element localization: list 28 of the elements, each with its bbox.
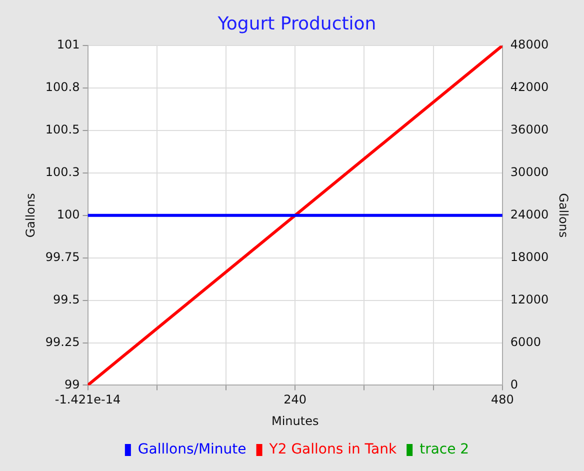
y2-tick-label: 0: [510, 377, 518, 392]
y-tick-label: 99: [64, 377, 80, 392]
y-tick-label: 100.3: [45, 165, 80, 180]
chart-title: Yogurt Production: [216, 13, 376, 34]
y-tick-label: 100.5: [45, 122, 80, 137]
x-tick-label: 240: [284, 392, 307, 407]
y2-tick-label: 30000: [510, 165, 549, 180]
legend-label: Galllons/Minute: [138, 442, 246, 458]
y-tick-label: 99.75: [45, 250, 80, 264]
y2-tick-label: 12000: [510, 292, 549, 306]
y-tick-label: 101: [56, 38, 80, 52]
y2-tick-label: 6000: [510, 334, 541, 349]
y2-tick-label: 48000: [510, 38, 549, 52]
y2-tick-label: 24000: [510, 208, 549, 222]
x-tick-label: -1.421e-14: [54, 392, 121, 407]
x-axis-title: Minutes: [271, 414, 319, 428]
y2-tick-label: 36000: [510, 122, 549, 137]
y-tick-label: 99.5: [53, 292, 80, 306]
x-tick-label: 480: [490, 392, 514, 407]
y-tick-label: 100.8: [45, 80, 80, 94]
y2-axis-title: Gallons: [556, 193, 571, 238]
legend-label: trace 2: [420, 442, 470, 458]
y-tick-label: 99.25: [45, 334, 80, 349]
y-tick-label: 100: [56, 208, 80, 222]
y2-tick-label: 42000: [510, 80, 549, 94]
y-axis-title: Gallons: [23, 193, 38, 238]
legend-label: Y2 Gallons in Tank: [268, 442, 398, 458]
y2-tick-label: 18000: [510, 250, 549, 264]
